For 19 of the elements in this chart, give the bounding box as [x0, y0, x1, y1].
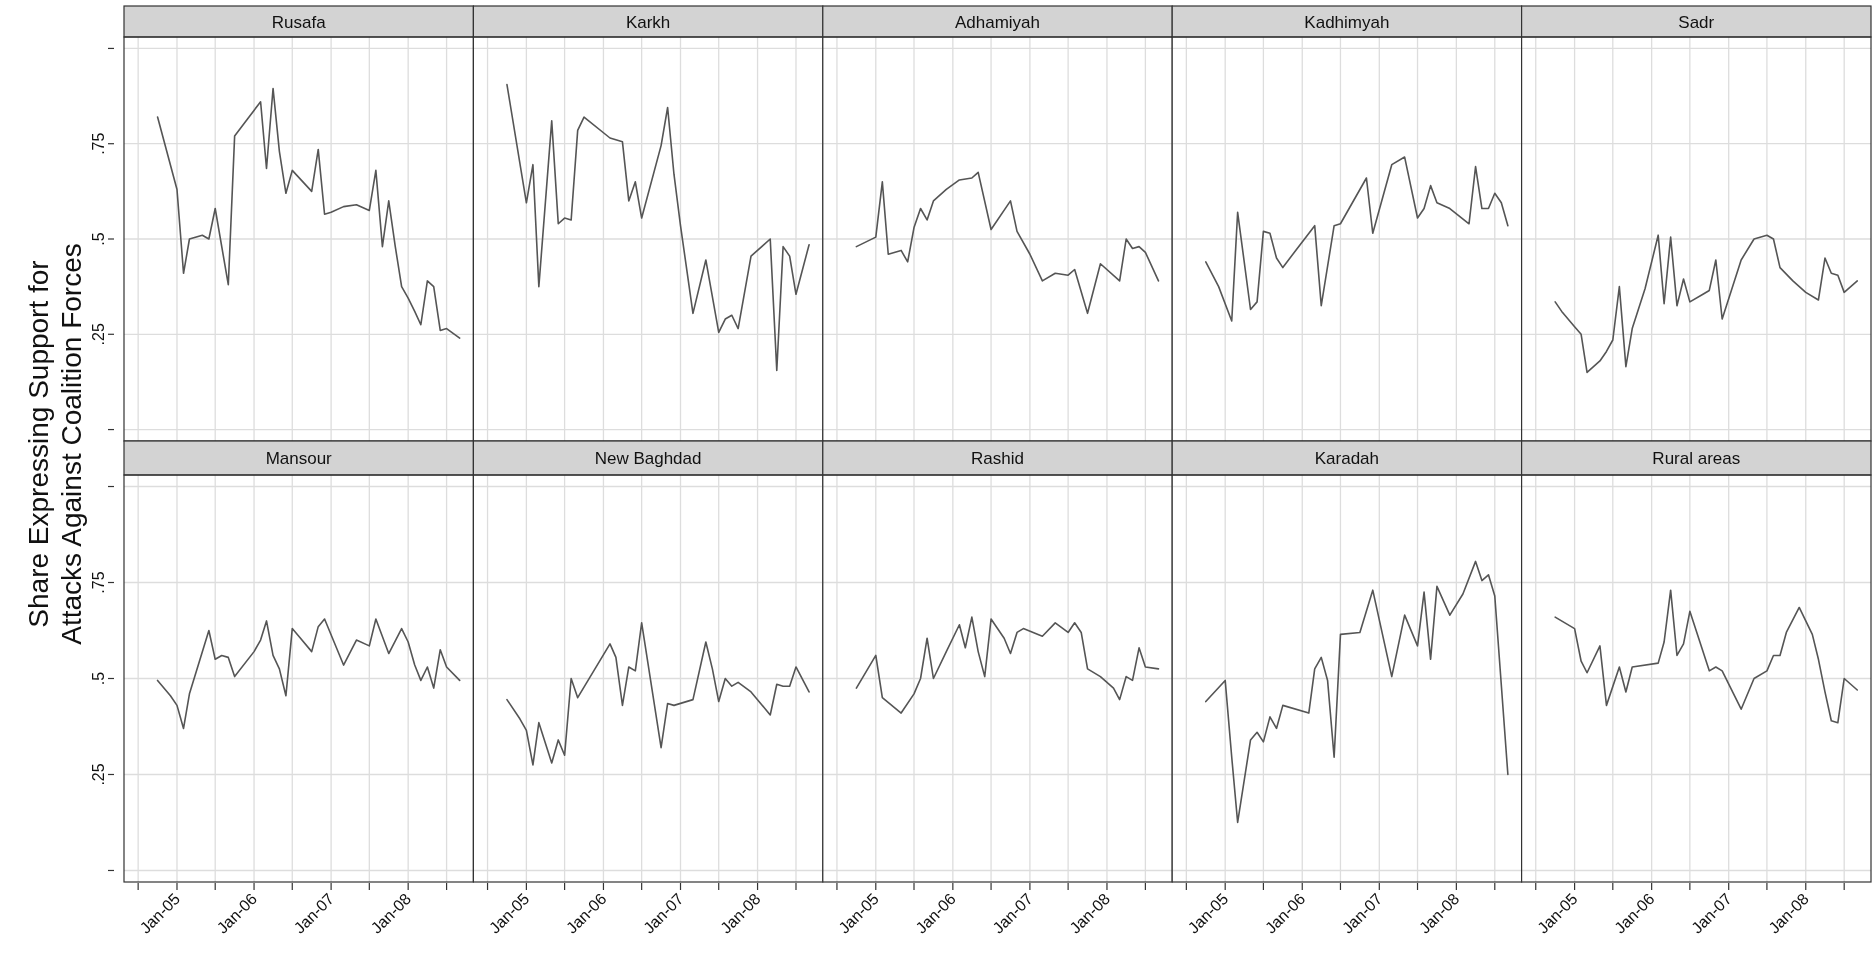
chart-title: Karadah	[1314, 449, 1380, 468]
chart-title: Mansour	[265, 449, 333, 468]
chart-title: Rural areas	[1652, 449, 1741, 468]
line-series	[156, 87, 461, 339]
y-tick-label: .25	[90, 323, 107, 346]
y-tick-label: .5	[90, 232, 107, 246]
y-tick-label: .25	[90, 763, 107, 786]
chart-title: Rusafa	[271, 12, 327, 32]
y-axis-title: Share Expressing Support for Attacks Against Coalition Forces	[23, 243, 87, 645]
chart-title: Sadr	[1678, 12, 1715, 32]
chart-title: Adhamiyah	[954, 12, 1041, 32]
y-tick-label: .75	[90, 571, 107, 594]
chart-title: Kadhimyah	[1304, 12, 1390, 32]
chart-title: Rashid	[971, 449, 1024, 468]
y-tick-label: .5	[90, 671, 107, 686]
y-tick-label: .75	[90, 132, 107, 155]
line-series	[156, 618, 461, 730]
chart-title: Karkh	[625, 12, 671, 32]
chart-title: New Baghdad	[594, 449, 702, 468]
